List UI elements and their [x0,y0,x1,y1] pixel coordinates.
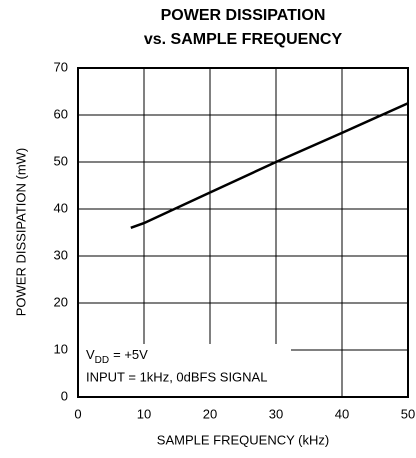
annotation-text: DD [95,355,109,366]
x-tick-label: 20 [203,406,217,421]
y-tick-label: 60 [54,106,68,121]
y-tick-label: 0 [61,388,68,403]
annotation: INPUT = 1kHz, 0dBFS SIGNAL [86,369,267,384]
chart-title: POWER DISSIPATION [161,7,326,24]
y-tick-label: 20 [54,294,68,309]
annotation-box [79,344,291,396]
chart-title: vs. SAMPLE FREQUENCY [144,31,343,48]
x-axis-label: SAMPLE FREQUENCY (kHz) [157,432,329,447]
y-axis-label: POWER DISSIPATION (mW) [13,148,28,317]
plot-border [77,67,409,398]
annotation-text: V [86,347,95,362]
x-tick-label: 10 [137,406,151,421]
x-tick-label: 50 [401,406,415,421]
annotation-text: = +5V [113,347,148,362]
y-tick-label: 40 [54,200,68,215]
y-tick-label: 10 [54,341,68,356]
annotation: VDD = +5V [86,347,148,365]
y-tick-label: 30 [54,247,68,262]
x-tick-label: 40 [335,406,349,421]
x-tick-label: 30 [269,406,283,421]
x-tick-label: 0 [74,406,81,421]
data-line [130,102,409,229]
y-tick-label: 70 [54,59,68,74]
y-tick-label: 50 [54,153,68,168]
